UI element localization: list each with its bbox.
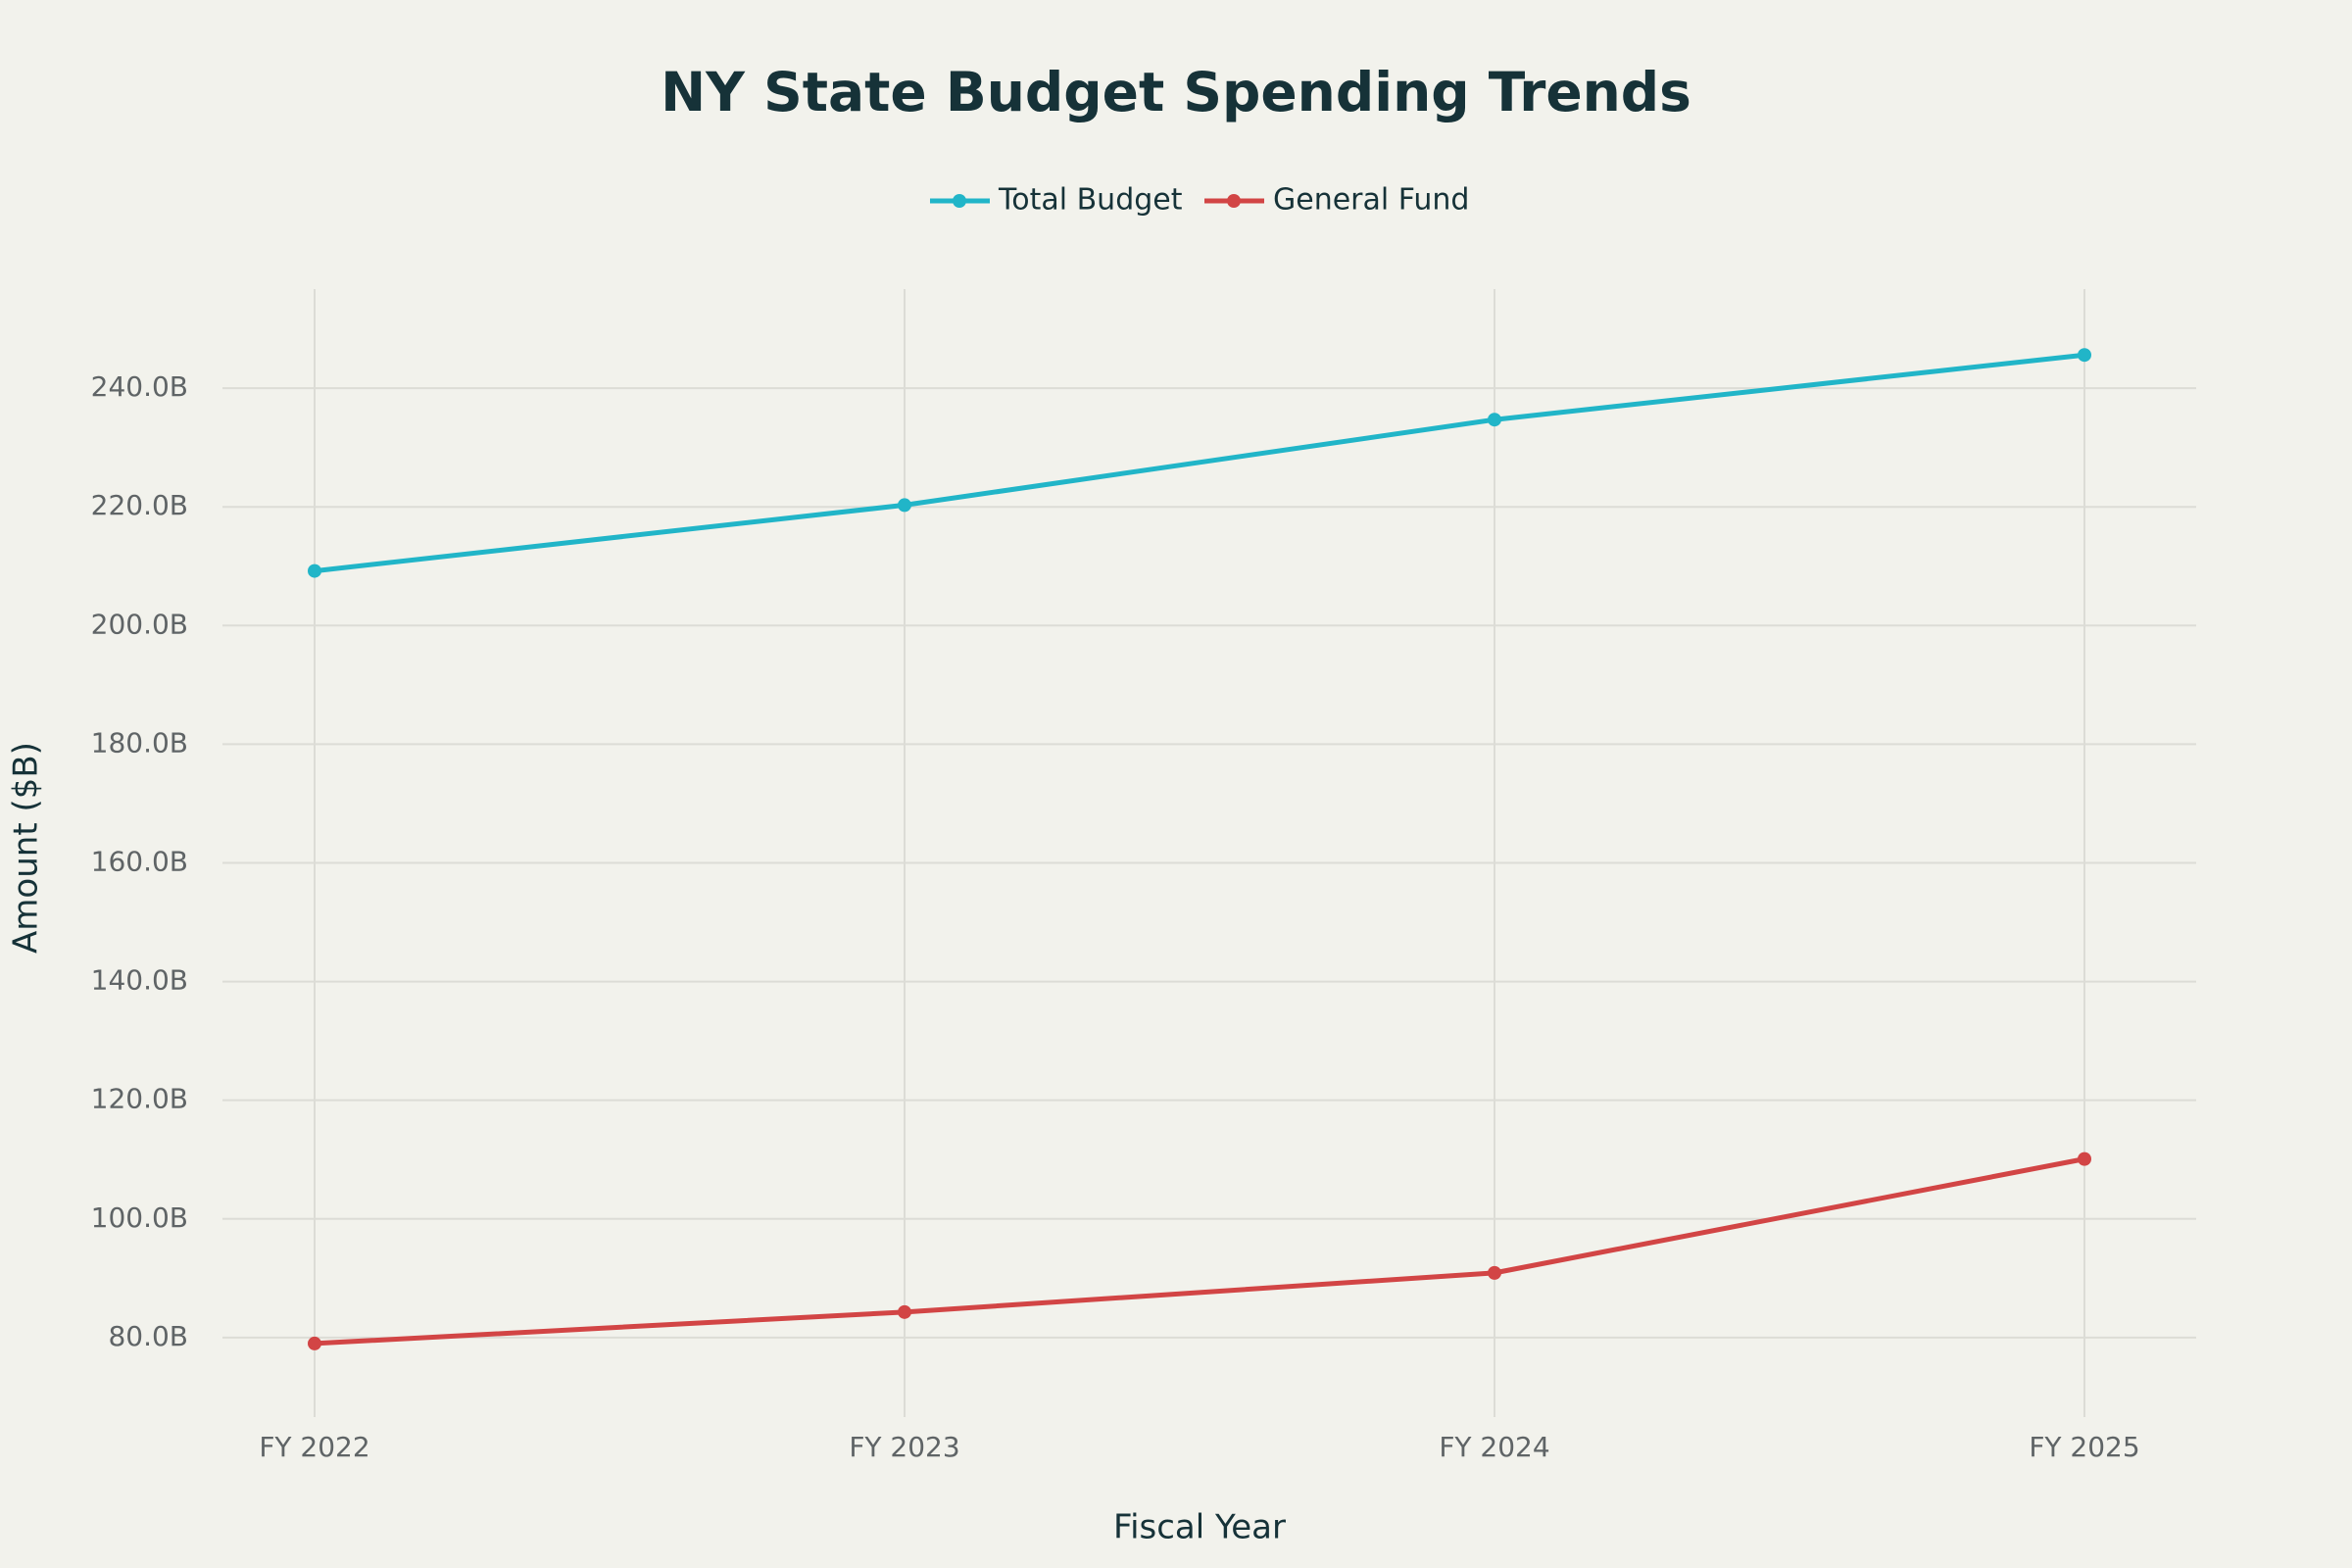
legend-label: Total Budget — [998, 183, 1183, 218]
y-axis-title: Amount ($B) — [7, 742, 46, 954]
y-tick-label: 80.0B — [108, 1320, 188, 1352]
point — [1488, 413, 1501, 427]
point — [2078, 1152, 2091, 1166]
x-tick-label: FY 2024 — [1439, 1431, 1549, 1463]
x-axis-title: Fiscal Year — [1113, 1508, 1286, 1547]
y-tick-label: 100.0B — [91, 1201, 188, 1234]
point — [1488, 1265, 1501, 1280]
y-tick-label: 220.0B — [91, 489, 188, 521]
point — [898, 498, 911, 513]
x-tick-label: FY 2022 — [259, 1431, 369, 1463]
legend-marker — [1227, 194, 1241, 208]
x-tick-label: FY 2023 — [849, 1431, 959, 1463]
y-tick-label: 240.0B — [91, 370, 188, 403]
legend-label: General Fund — [1273, 183, 1469, 218]
point — [308, 564, 321, 578]
legend-marker — [953, 194, 966, 208]
point — [898, 1304, 911, 1319]
y-tick-label: 120.0B — [91, 1083, 188, 1115]
series-line — [314, 1156, 2085, 1347]
point — [308, 1336, 321, 1350]
y-tick-label: 140.0B — [91, 964, 188, 997]
y-tick-label: 160.0B — [91, 845, 188, 877]
x-tick-label: FY 2025 — [2029, 1431, 2139, 1463]
y-tick-label: 180.0B — [91, 726, 188, 759]
series-line — [314, 352, 2085, 574]
chart-title: NY State Budget Spending Trends — [661, 61, 1691, 123]
y-tick-label: 200.0B — [91, 608, 188, 640]
point — [2078, 348, 2091, 363]
